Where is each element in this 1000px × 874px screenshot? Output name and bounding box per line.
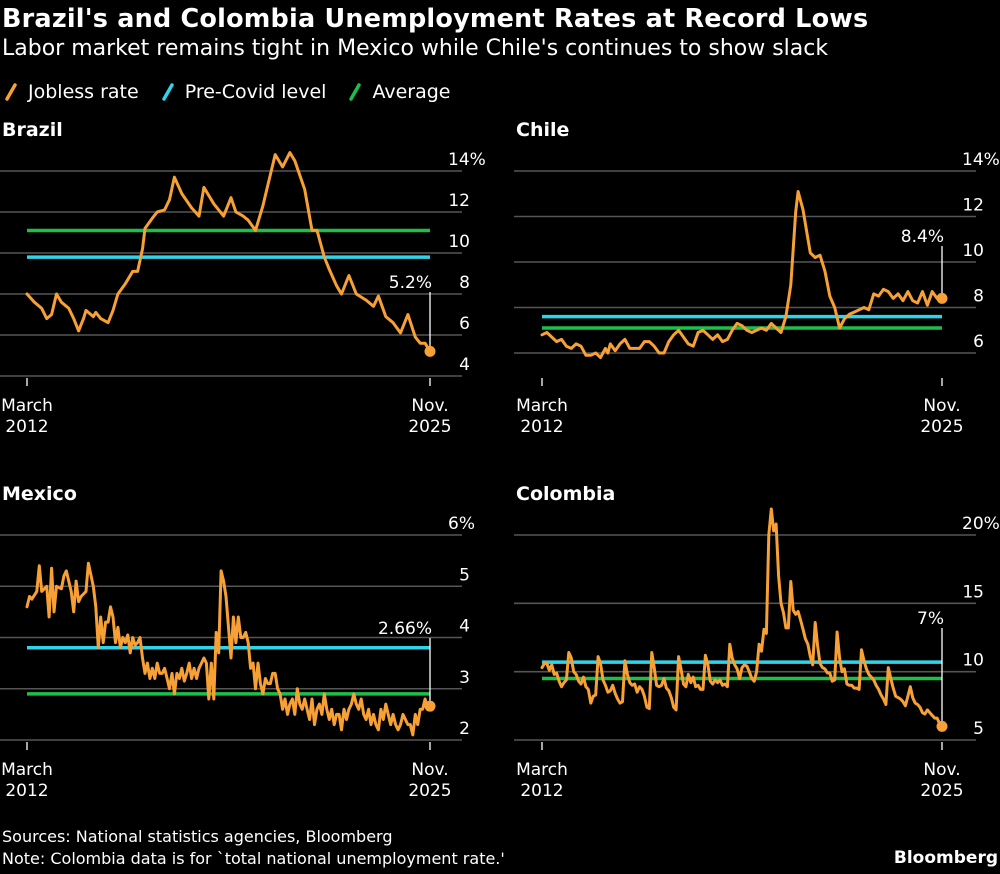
brazil-y-tick-label: 6 <box>459 314 470 334</box>
jobless-rate-swatch-icon <box>5 83 17 101</box>
chile-y-tick-label: 12 <box>962 196 984 216</box>
brazil-x-label-end-month: Nov. <box>411 396 448 416</box>
colombia-panel-title: Colombia <box>516 483 615 505</box>
colombia-y-tick-label: 5 <box>973 719 984 739</box>
pre-covid-swatch-icon <box>161 83 174 101</box>
brazil-jobless-line <box>25 151 432 353</box>
legend-label: Average <box>372 81 451 103</box>
legend-label: Jobless rate <box>28 81 139 103</box>
mexico-x-label-end-month: Nov. <box>411 760 448 780</box>
mexico-x-label-end-year: 2025 <box>408 781 451 801</box>
brazil-last-value-label: 5.2% <box>389 273 432 293</box>
legend-item-average: Average <box>348 81 451 103</box>
average-swatch-icon <box>349 83 362 101</box>
chile-jobless-line <box>540 190 944 360</box>
chile-y-tick-label: 6 <box>973 332 984 352</box>
chile-y-tick-label: 10 <box>962 241 984 261</box>
chart-subtitle: Labor market remains tight in Mexico whi… <box>2 36 829 61</box>
colombia-x-label-end-year: 2025 <box>920 781 963 801</box>
chile-last-value-label: 8.4% <box>901 227 944 247</box>
brazil-y-tick-label: 8 <box>459 273 470 293</box>
mexico-jobless-line <box>25 561 432 737</box>
brazil-x-label-start-year: 2012 <box>5 417 48 437</box>
chile-last-point-marker <box>936 292 948 304</box>
chile-x-label-start-year: 2012 <box>520 417 563 437</box>
mexico-last-point-marker <box>424 700 436 712</box>
legend: Jobless rate Pre-Covid level Average <box>4 81 473 103</box>
chile-y-tick-label: 8 <box>973 287 984 307</box>
mexico-y-tick-label: 5 <box>459 565 470 585</box>
brazil-panel-title: Brazil <box>2 119 63 141</box>
chile-x-label-end-year: 2025 <box>920 417 963 437</box>
footer: Sources: National statistics agencies, B… <box>2 826 505 870</box>
mexico-y-tick-label: 6% <box>448 514 475 534</box>
chile-x-label-end-month: Nov. <box>923 396 960 416</box>
colombia-y-tick-label: 10 <box>962 651 984 671</box>
mexico-y-tick-label: 3 <box>459 668 470 688</box>
chile-x-label-start-month: March <box>516 396 568 416</box>
brazil-last-point-marker <box>424 345 436 357</box>
mexico-y-tick-label: 4 <box>459 617 470 637</box>
brazil-y-tick-label: 14% <box>448 150 486 170</box>
brazil-x-label-end-year: 2025 <box>408 417 451 437</box>
mexico-last-value-label: 2.66% <box>378 619 432 639</box>
mexico-x-label-start-month: March <box>1 760 53 780</box>
mexico-x-label-start-year: 2012 <box>5 781 48 801</box>
colombia-jobless-line <box>540 507 944 728</box>
brazil-x-label-start-month: March <box>1 396 53 416</box>
brazil-y-tick-label: 4 <box>459 355 470 375</box>
legend-label: Pre-Covid level <box>184 81 327 103</box>
chile-panel-title: Chile <box>516 119 569 141</box>
bloomberg-logo: Bloomberg <box>893 848 998 868</box>
colombia-x-label-start-month: March <box>516 760 568 780</box>
colombia-last-value-label: 7% <box>917 609 944 629</box>
colombia-x-label-end-month: Nov. <box>923 760 960 780</box>
mexico-panel-title: Mexico <box>2 483 77 505</box>
sources-note: Sources: National statistics agencies, B… <box>2 827 393 846</box>
chart-title: Brazil's and Colombia Unemployment Rates… <box>2 4 869 34</box>
brazil-y-tick-label: 10 <box>448 232 470 252</box>
colombia-y-tick-label: 20% <box>962 514 1000 534</box>
chile-y-tick-label: 14% <box>962 150 1000 170</box>
brazil-y-tick-label: 12 <box>448 191 470 211</box>
colombia-last-point-marker <box>936 720 948 732</box>
legend-item-pre-covid-level: Pre-Covid level <box>161 81 327 103</box>
data-note: Note: Colombia data is for `total nation… <box>2 849 505 868</box>
colombia-x-label-start-year: 2012 <box>520 781 563 801</box>
colombia-y-tick-label: 15 <box>962 582 984 602</box>
mexico-y-tick-label: 2 <box>459 719 470 739</box>
legend-item-jobless-rate: Jobless rate <box>4 81 139 103</box>
